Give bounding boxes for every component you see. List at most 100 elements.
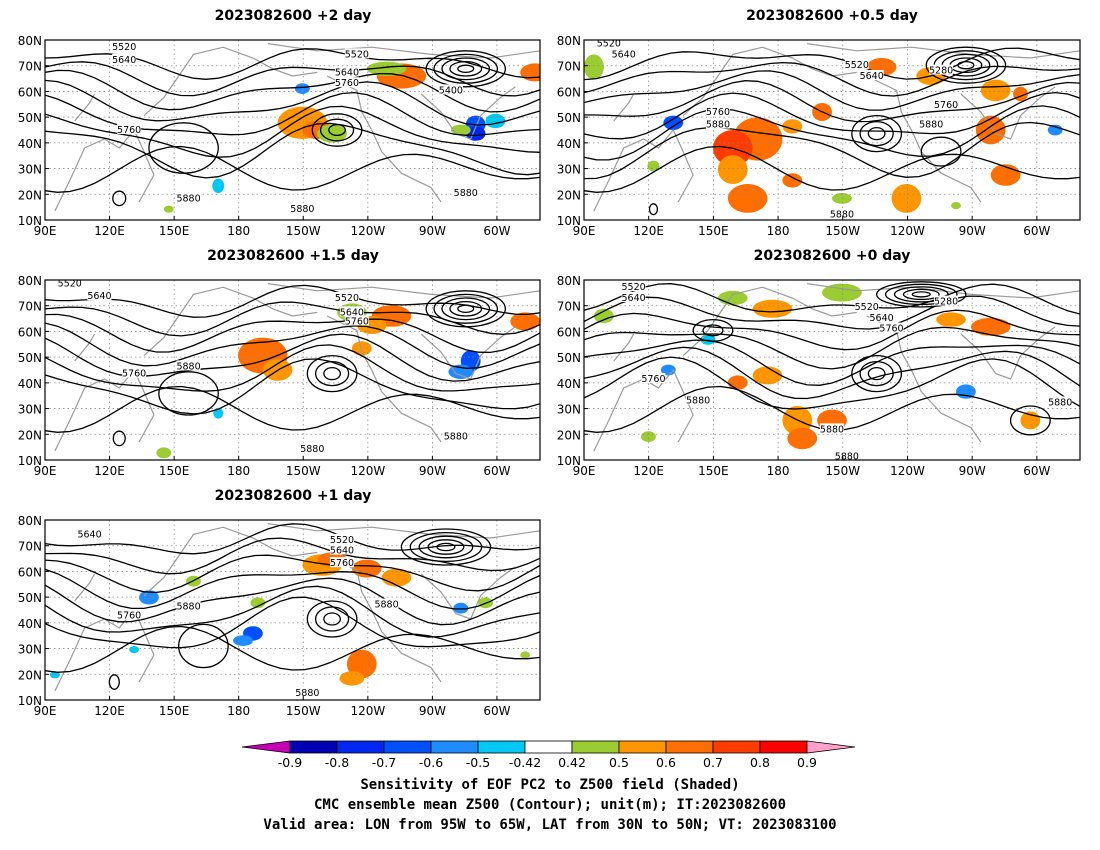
contour-label-background [438, 84, 463, 95]
z500-closed-contour [306, 354, 358, 393]
z500-contour [45, 145, 540, 193]
contour-label-background [705, 118, 730, 129]
contour-label: 5880 [686, 396, 710, 407]
latitude-tick-label: 30N [18, 643, 42, 657]
latitude-tick-label: 70N [557, 300, 581, 314]
contour-label-background [844, 59, 869, 70]
z500-contour [45, 523, 540, 555]
coastline [593, 128, 694, 212]
contour-label: 5520 [330, 535, 354, 546]
z500-closed-contour [328, 123, 346, 137]
longitude-tick-label: 90W [959, 224, 986, 238]
contour-label: 5520 [345, 49, 369, 60]
longitude-tick-label: 60W [1023, 224, 1050, 238]
z500-closed-contour [441, 297, 491, 321]
sensitivity-shading-patch [485, 113, 506, 129]
z500-closed-contour [867, 126, 886, 141]
contour-label-background [859, 70, 884, 80]
colorbar-swatch [524, 740, 573, 754]
sensitivity-shading-patch [752, 299, 793, 318]
contour-label-background [854, 301, 879, 311]
contour-label-background [879, 322, 904, 333]
sensitivity-shading-patch [641, 431, 656, 442]
latitude-tick-label: 80N [18, 274, 42, 288]
latitude-tick-label: 30N [557, 403, 581, 417]
z500-closed-contour [148, 122, 219, 174]
latitude-tick-label: 40N [557, 377, 581, 391]
panel-title-plus-0-day: 2023082600 +0 day [754, 248, 911, 264]
contour-label: 5520 [335, 293, 359, 304]
contour-label: 5640 [77, 529, 101, 540]
sensitivity-shading-patch [510, 312, 540, 331]
contour-label-background [374, 598, 399, 609]
z500-closed-contour [425, 50, 506, 88]
colorbar-swatch [618, 740, 667, 754]
z500-closed-contour [314, 606, 350, 632]
z500-closed-contour [867, 366, 886, 381]
contour-label: 5640 [335, 67, 359, 78]
contour-label-background [290, 203, 315, 214]
contour-label: 5760 [117, 610, 141, 621]
longitude-tick-label: 150W [286, 224, 321, 238]
contour-label: 5520 [845, 60, 869, 71]
sensitivity-shading-patch [593, 308, 614, 324]
sensitivity-shading-patch [782, 173, 803, 188]
contour-label: 5520 [58, 279, 82, 290]
latitude-tick-label: 50N [557, 351, 581, 365]
contour-label: 5880 [295, 688, 319, 699]
z500-contour [45, 122, 540, 179]
latitude-tick-label: 70N [557, 60, 581, 74]
coastline [54, 368, 155, 452]
coastline [613, 93, 635, 122]
contour-label: 5400 [439, 85, 463, 96]
coastline [420, 86, 516, 140]
longitude-tick-label: 90E [34, 464, 57, 478]
latitude-tick-label: 60N [557, 85, 581, 99]
longitude-tick-label: 90E [34, 224, 57, 238]
z500-contour [584, 145, 1080, 193]
coastline [267, 283, 540, 299]
contour-label: 5880 [454, 188, 478, 199]
contour-label-background [596, 40, 621, 48]
z500-closed-contour [851, 114, 903, 153]
colorbar-swatch [759, 740, 808, 754]
colorbar-high-arrow [806, 740, 856, 754]
contour-label-background [834, 450, 859, 460]
longitude-tick-label: 120W [350, 464, 385, 478]
z500-contour [584, 47, 1080, 81]
sensitivity-shading-patch [727, 184, 768, 213]
colorbar-tick-label: 0.9 [797, 755, 817, 770]
latitude-tick-label: 30N [18, 163, 42, 177]
contour-label: 5760 [934, 100, 958, 111]
contour-label-background [112, 41, 137, 52]
contour-label-background [934, 98, 959, 109]
contour-label: 5520 [855, 302, 879, 313]
contour-label: 5880 [176, 193, 200, 204]
contour-label: 5640 [340, 307, 364, 318]
coastline [960, 326, 1056, 380]
latitude-tick-label: 60N [18, 325, 42, 339]
colorbar-tick-label: -0.6 [419, 755, 443, 770]
colorbar-tick-label: -0.5 [466, 755, 490, 770]
contour-label: 5640 [330, 546, 354, 557]
latitude-tick-label: 60N [18, 565, 42, 579]
contour-label-background [117, 124, 142, 134]
z500-closed-contour [457, 64, 475, 74]
contour-label: 5880 [820, 424, 844, 435]
colorbar-tick-label: 0.42 [558, 755, 586, 770]
longitude-tick-label: 90W [419, 704, 446, 718]
latitude-tick-label: 50N [18, 111, 42, 125]
latitude-tick-label: 20N [557, 428, 581, 442]
contour-label: 5640 [112, 55, 136, 66]
z500-contour [45, 313, 540, 354]
contour-label: 5520 [597, 39, 621, 50]
contour-label: 5760 [879, 324, 903, 335]
contour-label-background [344, 315, 369, 326]
z500-closed-contour [925, 46, 1007, 84]
contour-label-background [122, 367, 147, 378]
z500-contour [45, 301, 540, 337]
contour-label: 5520 [622, 282, 646, 293]
longitude-tick-label: 90E [34, 704, 57, 718]
